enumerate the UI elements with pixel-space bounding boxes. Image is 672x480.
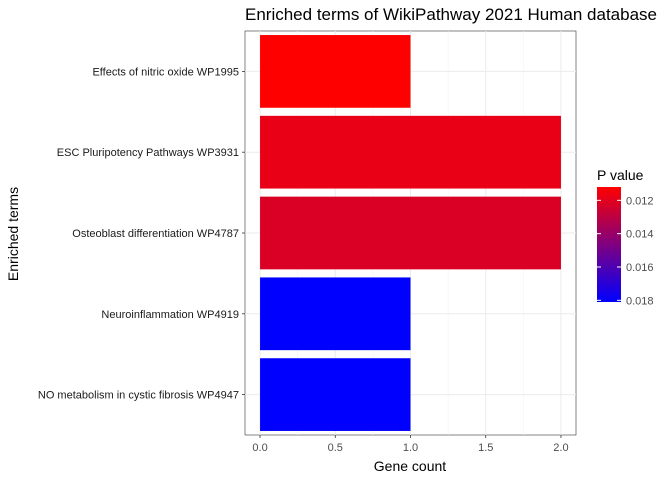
legend-title: P value [597,167,644,183]
x-tick-label: 1.0 [403,442,418,454]
y-tick-label: Osteoblast differentiation WP4787 [72,228,239,240]
y-tick-label: ESC Pluripotency Pathways WP3931 [57,147,239,159]
legend-tick-label: 0.016 [626,262,654,274]
x-tick-label: 0.5 [328,442,343,454]
y-axis-title: Enriched terms [5,187,21,281]
bar [260,35,411,108]
y-tick-label: NO metabolism in cystic fibrosis WP4947 [38,390,239,402]
legend-tick-label: 0.018 [626,295,654,307]
legend-tick-label: 0.014 [626,229,654,241]
bar [260,277,411,351]
bars [260,35,561,431]
y-tick-label: Effects of nitric oxide WP1995 [92,66,239,78]
chart-title: Enriched terms of WikiPathway 2021 Human… [245,5,657,24]
x-tick-label: 2.0 [553,442,568,454]
legend-colorbar [597,187,621,302]
bar [260,196,561,270]
legend-tick-label: 0.012 [626,195,654,207]
x-tick-label: 0.0 [252,442,267,454]
y-tick-label: Neuroinflammation WP4919 [101,309,239,321]
bar [260,115,561,189]
y-tick-labels: Effects of nitric oxide WP1995 ESC Plurip… [38,66,245,402]
x-tick-labels: 0.0 0.5 1.0 1.5 2.0 [252,435,569,454]
x-axis-title: Gene count [374,458,446,474]
legend: P value 0.012 0.014 0.016 0.018 [597,167,654,307]
x-tick-label: 1.5 [478,442,493,454]
bar [260,358,411,431]
